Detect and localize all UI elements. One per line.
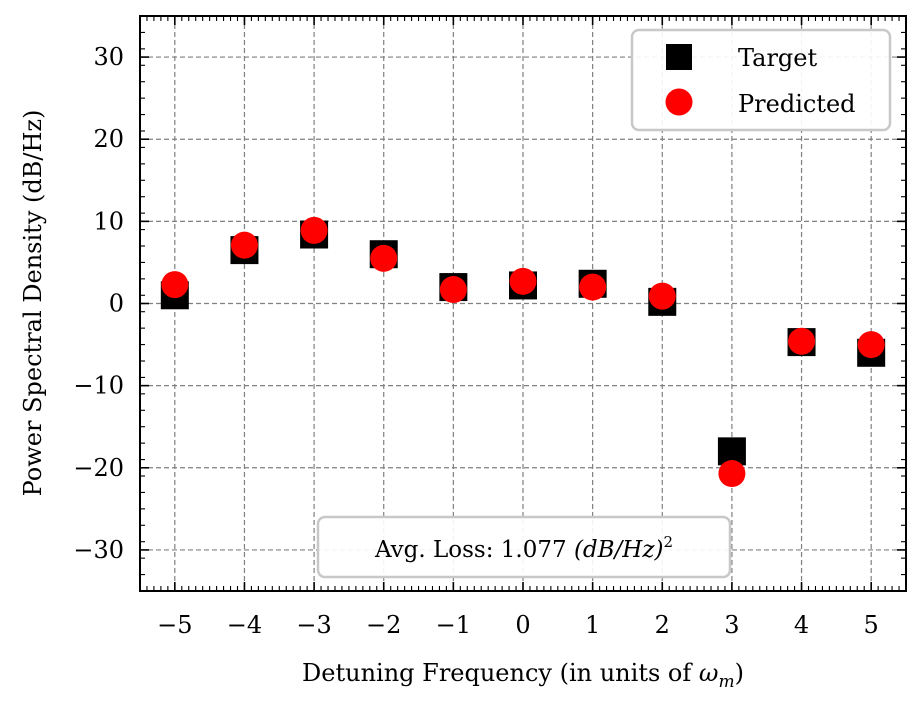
predicted-point (857, 331, 885, 359)
annotation-text: Avg. Loss: 1.077 (dB/Hz)2 (374, 533, 673, 563)
y-tick-labels: −30 −20 −10 0 10 20 30 (73, 43, 124, 564)
x-tick-label: −3 (296, 611, 331, 639)
y-tick-label: −10 (73, 372, 124, 400)
legend-target-label: Target (738, 44, 817, 72)
predicted-point (718, 460, 746, 488)
predicted-point (579, 273, 607, 301)
x-tick-labels: −5 −4 −3 −2 −1 0 1 2 3 4 5 (157, 611, 879, 639)
x-axis-label-subscript: m (718, 672, 734, 692)
x-tick-label: −5 (157, 611, 192, 639)
x-tick-label: 4 (794, 611, 809, 639)
annotation-power: 2 (663, 533, 673, 551)
y-tick-label: 10 (93, 207, 124, 235)
x-axis-label-symbol: ω (699, 659, 719, 687)
predicted-series (161, 216, 885, 488)
legend-target-marker (666, 44, 692, 70)
x-axis-label-text: Detuning Frequency (in units of (302, 659, 699, 687)
x-tick-label: 3 (724, 611, 739, 639)
legend-predicted-marker (665, 88, 693, 116)
legend-predicted-label: Predicted (738, 90, 856, 118)
plot-frame (139, 15, 907, 592)
legend: Target Predicted (630, 28, 892, 132)
loss-annotation: Avg. Loss: 1.077 (dB/Hz)2 (316, 515, 732, 579)
x-tick-label: 0 (515, 611, 530, 639)
predicted-point (788, 327, 816, 355)
predicted-point (370, 244, 398, 272)
predicted-point (161, 271, 189, 299)
x-tick-label: 1 (585, 611, 600, 639)
y-tick-label: 20 (93, 125, 124, 153)
major-ticks (140, 16, 906, 591)
y-tick-label: −30 (73, 536, 124, 564)
x-tick-label: 2 (655, 611, 670, 639)
y-axis-label: Power Spectral Density (dB/Hz) (19, 110, 47, 497)
predicted-point (509, 267, 537, 295)
predicted-point (230, 231, 258, 259)
x-tick-label: 5 (864, 611, 879, 639)
predicted-point (300, 216, 328, 244)
x-tick-label: −1 (436, 611, 471, 639)
y-tick-label: 0 (109, 290, 124, 318)
predicted-point (439, 276, 467, 304)
annotation-box (316, 515, 732, 579)
x-axis-label: Detuning Frequency (in units of ωm) (302, 659, 744, 692)
predicted-point (648, 282, 676, 310)
x-axis-label-end: ) (735, 659, 744, 687)
annotation-math: (dB/Hz) (574, 537, 664, 563)
y-tick-label: 30 (93, 43, 124, 71)
x-tick-label: −2 (366, 611, 401, 639)
x-tick-label: −4 (227, 611, 262, 639)
y-tick-label: −20 (73, 454, 124, 482)
legend-box (630, 28, 892, 132)
annotation-label: Avg. Loss: 1.077 (374, 537, 574, 563)
